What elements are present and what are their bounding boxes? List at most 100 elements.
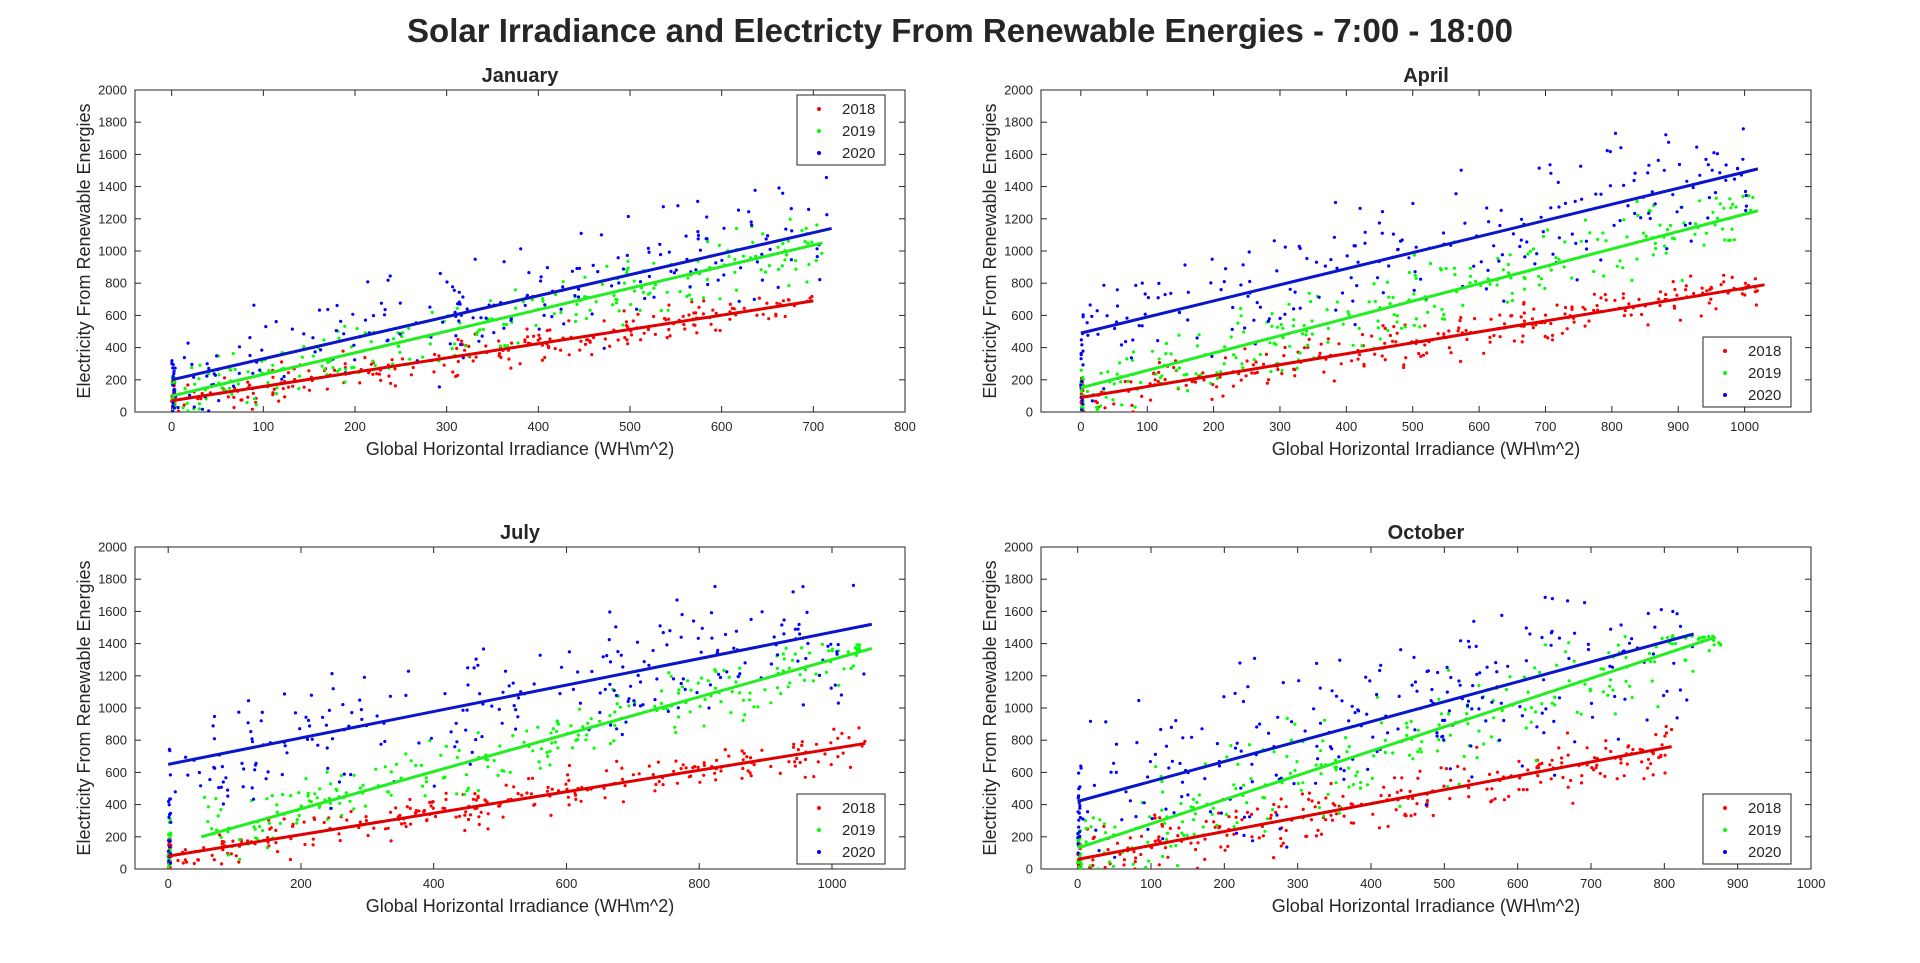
y-tick-label: 600	[105, 765, 127, 780]
data-point	[750, 223, 754, 227]
data-point	[485, 800, 489, 804]
data-point	[548, 763, 552, 767]
data-point	[1671, 609, 1675, 614]
data-point	[716, 278, 720, 282]
data-point	[386, 338, 390, 342]
data-point	[1439, 766, 1443, 770]
data-point	[1414, 245, 1418, 249]
data-point	[751, 240, 755, 244]
data-point	[241, 785, 245, 789]
data-point	[1378, 337, 1382, 341]
data-point	[432, 370, 436, 374]
data-point	[1402, 365, 1406, 370]
data-point	[258, 368, 262, 372]
data-point	[1444, 267, 1448, 271]
data-point	[779, 692, 783, 696]
data-point	[679, 681, 683, 686]
data-point	[1740, 292, 1744, 296]
data-point	[513, 288, 518, 292]
data-point	[171, 404, 175, 408]
data-point	[1174, 368, 1178, 372]
data-point	[684, 766, 688, 770]
data-point	[1586, 642, 1590, 647]
data-point	[1221, 394, 1225, 398]
data-point	[349, 773, 353, 777]
data-point	[1268, 341, 1272, 345]
data-point	[260, 710, 264, 715]
data-point	[1707, 649, 1711, 653]
data-point	[643, 296, 647, 301]
data-point	[696, 765, 700, 770]
data-point	[620, 766, 624, 770]
data-point	[1644, 234, 1648, 238]
data-point	[186, 341, 190, 345]
data-point	[229, 852, 233, 856]
data-point	[271, 363, 275, 367]
data-point	[1412, 292, 1416, 296]
data-point	[1248, 815, 1252, 819]
data-point	[1613, 298, 1617, 302]
data-point	[837, 683, 841, 688]
data-point	[836, 701, 841, 705]
data-point	[1229, 744, 1233, 748]
data-point	[1622, 314, 1626, 318]
data-point	[667, 250, 671, 254]
data-point	[1608, 684, 1612, 688]
data-point	[553, 740, 557, 744]
data-point	[1340, 699, 1344, 703]
data-point	[1484, 719, 1488, 723]
data-point	[1078, 785, 1082, 789]
data-point	[1719, 283, 1723, 287]
y-tick-label: 1200	[98, 668, 127, 683]
data-point	[1399, 788, 1403, 793]
data-point	[344, 367, 348, 371]
data-point	[1225, 755, 1229, 759]
data-point	[248, 383, 252, 387]
data-point	[603, 796, 607, 800]
data-point	[1707, 196, 1711, 200]
data-point	[722, 226, 726, 230]
data-point	[1570, 305, 1574, 309]
y-tick-label: 600	[1011, 308, 1033, 323]
data-point	[1148, 815, 1152, 819]
data-point	[1751, 195, 1755, 200]
data-point	[798, 760, 802, 765]
data-point	[1148, 760, 1152, 764]
data-point	[1076, 842, 1080, 846]
y-axis-label: Electricity From Renewable Energies	[980, 560, 1000, 855]
data-point	[1675, 293, 1679, 297]
data-point	[1079, 357, 1083, 361]
data-point	[1449, 778, 1453, 782]
data-point	[1394, 340, 1398, 344]
data-point	[1454, 192, 1458, 196]
data-point	[1350, 704, 1354, 708]
data-point	[1081, 817, 1085, 821]
data-point	[651, 648, 655, 653]
data-point	[514, 306, 518, 310]
data-point	[1129, 356, 1133, 360]
data-point	[796, 627, 800, 631]
data-point	[722, 668, 726, 673]
data-point	[476, 796, 480, 800]
data-point	[1563, 240, 1567, 244]
data-point	[1235, 821, 1239, 825]
data-point	[714, 311, 718, 315]
data-point	[1140, 281, 1144, 285]
data-point	[369, 340, 373, 344]
data-point	[688, 285, 692, 289]
data-point	[364, 819, 368, 823]
data-point	[428, 739, 432, 743]
data-point	[468, 813, 473, 817]
data-point	[1169, 725, 1173, 730]
data-point	[1111, 864, 1115, 868]
data-point	[476, 731, 480, 735]
data-point	[596, 270, 600, 274]
x-tick-label: 800	[1653, 876, 1675, 891]
data-point	[1540, 702, 1544, 706]
data-point	[171, 374, 175, 378]
data-point	[1184, 383, 1188, 387]
data-point	[514, 708, 518, 712]
data-point	[459, 342, 463, 347]
plot-frame	[1040, 89, 1812, 413]
